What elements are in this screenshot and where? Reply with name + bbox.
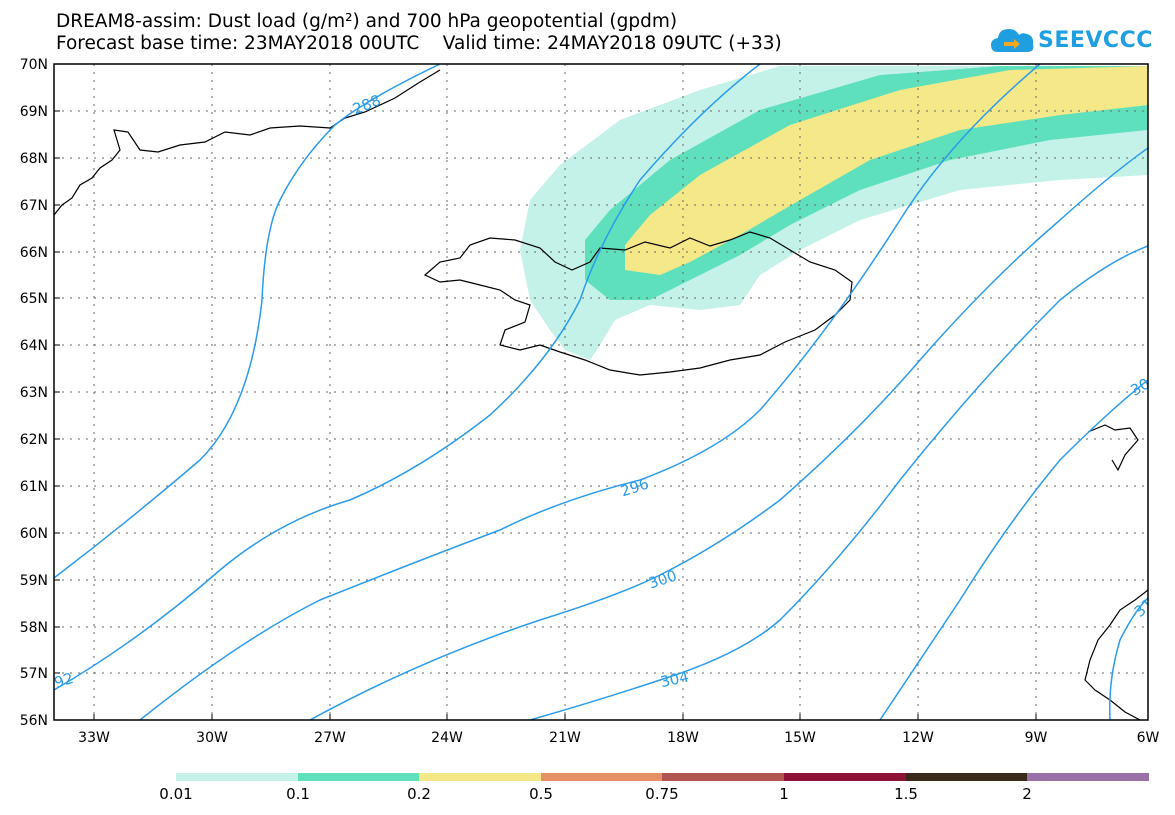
cloud-icon (991, 29, 1034, 52)
map-title-line1: DREAM8-assim: Dust load (g/m²) and 700 h… (56, 11, 678, 32)
colorbar-label: 2 (1022, 785, 1032, 803)
lon-label: 30W (196, 730, 228, 746)
contour-line (139, 64, 1041, 720)
lon-label: 15W (784, 730, 816, 746)
contour-label: 31 (1131, 595, 1157, 621)
contour-line (1108, 597, 1148, 720)
colorbar-label: 0.1 (286, 785, 310, 803)
lat-label: 57N (20, 666, 48, 682)
contour-label: 92 (52, 669, 76, 692)
colorbar-swatch (419, 773, 541, 781)
lat-label: 68N (20, 151, 48, 167)
lat-label: 61N (20, 479, 48, 495)
contour-line (54, 64, 761, 691)
lon-label: 18W (667, 730, 699, 746)
contour-label: 304 (659, 668, 691, 692)
contour-line (309, 147, 1148, 720)
contour-line (529, 245, 1148, 720)
lon-label: 27W (314, 730, 346, 746)
lat-label: 70N (20, 57, 48, 73)
contour-label: 30 (1127, 375, 1153, 400)
contour-line (54, 64, 441, 579)
faroe-shetland-coast (1087, 424, 1139, 472)
lon-label: 21W (549, 730, 581, 746)
lat-label: 69N (20, 104, 48, 120)
colorbar-label: 1.5 (894, 785, 918, 803)
lat-label: 64N (20, 338, 48, 354)
axis-ticks (54, 63, 1037, 720)
colorbar-swatch (176, 773, 298, 781)
map-title-line2: Forecast base time: 23MAY2018 00UTC Vali… (56, 33, 782, 54)
lat-label: 65N (20, 291, 48, 307)
lon-label: 9W (1025, 730, 1048, 746)
colorbar-swatch (298, 773, 419, 781)
colorbar-label: 1 (779, 785, 789, 803)
lon-label: 12W (902, 730, 934, 746)
lon-label: 6W (1137, 730, 1160, 746)
scotland-coast (1084, 589, 1148, 720)
lon-label: 33W (78, 730, 110, 746)
lat-label: 60N (20, 526, 48, 542)
iceland-coast (423, 231, 853, 376)
logo-text: SEEVCCC (1038, 28, 1153, 53)
colorbar-label: 0.2 (407, 785, 431, 803)
dust-band-0-2 (625, 66, 1148, 275)
colorbar-label: 0.5 (529, 785, 553, 803)
graticule (54, 64, 1148, 720)
colorbar-swatch (1027, 773, 1149, 781)
geopotential-contours (54, 64, 1148, 720)
lat-labels: 70N 69N 68N 67N 66N 65N 64N 63N 62N 61N … (20, 57, 48, 729)
coastlines (54, 69, 1148, 720)
lat-label: 62N (20, 432, 48, 448)
lat-label: 59N (20, 573, 48, 589)
seevccc-logo: SEEVCCC (990, 22, 1152, 58)
colorbar-swatch (541, 773, 662, 781)
lon-labels: 33W 30W 27W 24W 21W 18W 15W 12W 9W 6W (78, 730, 1159, 746)
lon-label: 24W (431, 730, 463, 746)
colorbar-label: 0.75 (645, 785, 679, 803)
colorbar (176, 773, 1149, 781)
lat-label: 58N (20, 620, 48, 636)
greenland-coast (54, 69, 441, 216)
colorbar-swatch (784, 773, 906, 781)
colorbar-swatch (906, 773, 1027, 781)
colorbar-label: 0.01 (159, 785, 193, 803)
lat-label: 56N (20, 713, 48, 729)
colorbar-swatch (662, 773, 784, 781)
contour-line (879, 379, 1148, 720)
lat-label: 66N (20, 245, 48, 261)
lat-label: 67N (20, 198, 48, 214)
lat-label: 63N (20, 385, 48, 401)
contour-label: 296 (618, 474, 651, 500)
contour-label: 300 (646, 566, 679, 592)
